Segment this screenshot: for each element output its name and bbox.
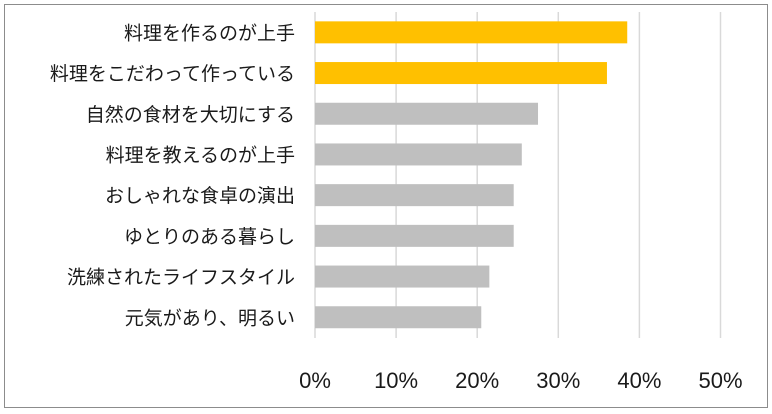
x-tick-label: 10% [374,368,418,393]
category-labels: 料理を作るのが上手料理をこだわって作っている自然の食材を大切にする料理を教えるの… [50,22,295,329]
bar-chart: 料理を作るのが上手料理をこだわって作っている自然の食材を大切にする料理を教えるの… [50,12,743,393]
x-tick-label: 30% [536,368,580,393]
bar [315,184,514,207]
category-label: 自然の食材を大切にする [86,104,295,126]
category-label: ゆとりのある暮らし [124,226,295,248]
x-tick-label: 20% [455,368,499,393]
bar [315,265,490,288]
category-label: 料理を教えるのが上手 [106,144,295,166]
category-label: 洗練されたライフスタイル [67,267,295,289]
bar [315,306,482,329]
gridlines [314,12,722,338]
bar [315,62,607,85]
category-label: おしゃれな食卓の演出 [105,185,295,207]
bar [315,143,522,166]
bar [315,102,539,125]
x-tick-label: 50% [698,368,742,393]
bars [315,21,628,329]
category-label: 元気があり、明るい [125,307,295,329]
category-label: 料理をこだわって作っている [50,63,295,85]
category-label: 料理を作るのが上手 [124,22,295,44]
x-tick-labels: 0% 10% 20% 30% 40% 50% [299,368,742,393]
x-tick-label: 0% [299,368,331,393]
bar [315,21,628,44]
chart-frame: 料理を作るのが上手料理をこだわって作っている自然の食材を大切にする料理を教えるの… [4,4,768,408]
bar [315,224,514,247]
x-tick-label: 40% [617,368,661,393]
